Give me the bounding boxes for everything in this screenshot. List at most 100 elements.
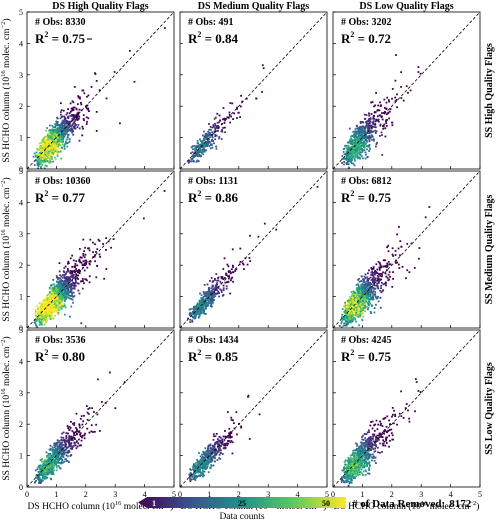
data-point (206, 134, 209, 137)
data-point (209, 132, 212, 135)
data-point (66, 285, 68, 288)
data-point (417, 71, 420, 73)
data-point (214, 127, 217, 130)
data-point (366, 276, 368, 279)
data-point (61, 287, 64, 290)
data-point (391, 124, 394, 127)
data-point (407, 91, 409, 94)
data-point (355, 320, 358, 323)
data-point (389, 263, 392, 266)
data-point (236, 107, 238, 110)
data-point (371, 268, 374, 270)
data-point (59, 132, 61, 134)
data-point (347, 314, 350, 316)
data-point (40, 316, 42, 319)
data-point (43, 317, 46, 320)
data-point (351, 140, 354, 143)
data-point (61, 121, 64, 124)
data-point (354, 135, 357, 138)
data-point (198, 315, 201, 318)
data-point (396, 106, 398, 109)
data-point (372, 117, 375, 120)
data-point (47, 152, 49, 154)
data-point (368, 269, 370, 272)
data-point (357, 135, 360, 138)
data-point (210, 297, 213, 300)
data-point (351, 295, 353, 298)
data-point (211, 285, 214, 288)
data-point (68, 123, 71, 125)
data-point (261, 90, 263, 93)
data-point (41, 152, 44, 155)
data-point (45, 297, 48, 300)
data-point (215, 273, 218, 276)
data-point (366, 308, 369, 311)
one-to-one-line (26, 170, 175, 329)
data-point (217, 279, 220, 282)
data-point (372, 116, 375, 119)
data-point (78, 292, 81, 295)
data-point (350, 152, 353, 155)
data-point (200, 308, 203, 311)
data-point (133, 80, 136, 83)
data-point (344, 157, 347, 160)
data-point (56, 151, 58, 154)
data-point (98, 89, 101, 91)
data-point (202, 291, 205, 293)
data-point (208, 145, 211, 147)
data-point (60, 305, 63, 307)
data-point (46, 296, 48, 298)
data-point (207, 141, 210, 144)
y-tick-label: 2 (19, 261, 23, 270)
data-point (377, 104, 380, 107)
data-point (53, 307, 56, 310)
data-point (48, 147, 50, 149)
data-point (349, 299, 352, 302)
data-point (58, 298, 60, 301)
data-point (224, 281, 227, 284)
data-point (53, 143, 56, 146)
data-point (208, 128, 211, 131)
data-point (257, 235, 260, 238)
data-point (43, 158, 46, 161)
data-point (389, 108, 392, 110)
data-point (203, 139, 206, 142)
data-point (50, 155, 53, 158)
data-point (49, 124, 51, 127)
data-point (48, 153, 51, 156)
data-point (74, 281, 77, 284)
data-point (355, 311, 358, 314)
data-point (103, 277, 106, 280)
data-point (346, 161, 349, 164)
data-point (232, 266, 234, 268)
data-point (48, 296, 51, 299)
data-point (207, 134, 210, 137)
data-point (346, 154, 349, 156)
data-point (226, 116, 229, 119)
data-point (76, 116, 79, 119)
data-point (63, 271, 66, 274)
data-point (216, 279, 218, 282)
data-point (61, 303, 64, 306)
data-point (71, 274, 74, 277)
data-point (83, 264, 86, 267)
data-point (65, 123, 68, 125)
obs-count-label: # Obs: 491 (188, 17, 234, 28)
data-point (193, 313, 196, 315)
data-point (60, 137, 63, 140)
data-point (375, 143, 378, 145)
data-point (36, 157, 39, 160)
data-point (394, 250, 397, 252)
data-point (368, 145, 371, 148)
data-point (382, 289, 385, 292)
data-point (52, 139, 54, 141)
one-to-one-line (332, 11, 481, 170)
data-point (64, 278, 67, 281)
data-point (208, 131, 211, 134)
data-point (64, 122, 67, 125)
data-point (221, 130, 224, 133)
data-point (79, 101, 82, 104)
data-point (75, 270, 78, 272)
data-point (49, 160, 51, 163)
data-point (42, 300, 44, 303)
